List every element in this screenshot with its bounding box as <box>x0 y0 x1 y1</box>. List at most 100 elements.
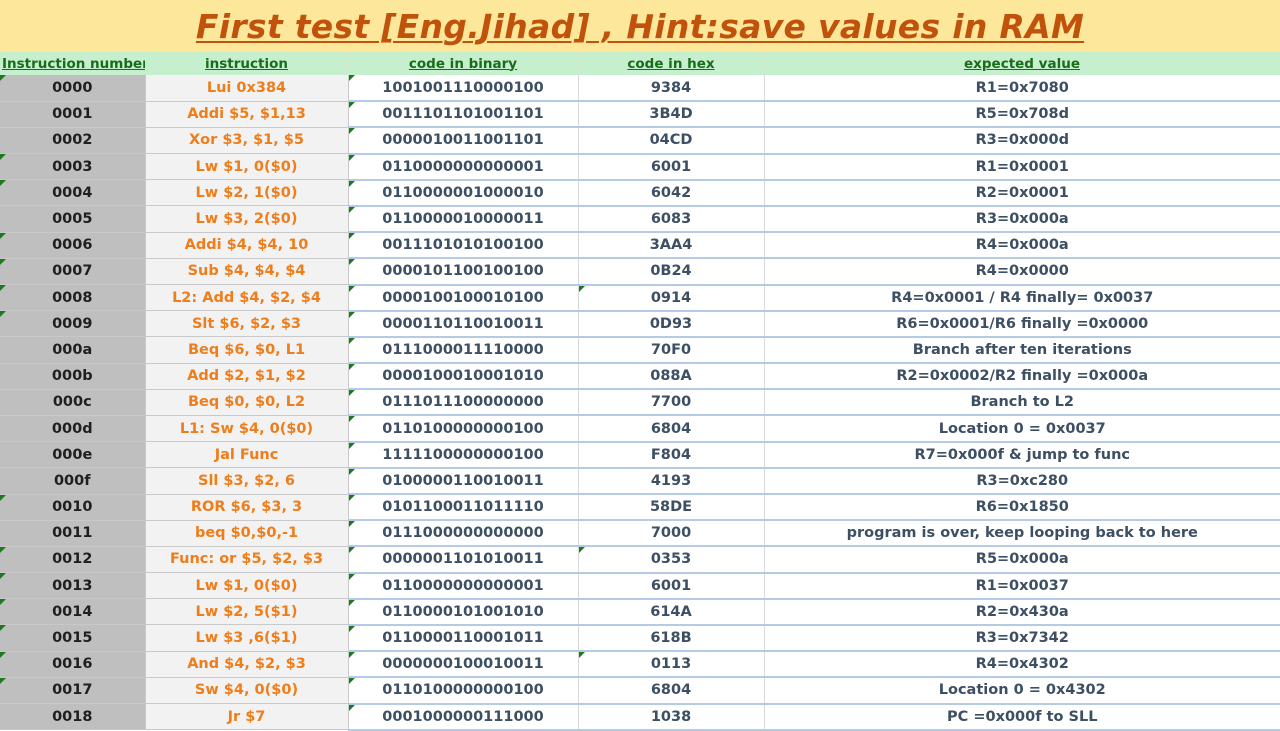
instruction-number-cell[interactable]: 0013 <box>0 572 145 600</box>
expected-value-cell[interactable]: R1=0x7080 <box>764 75 1280 103</box>
header-instruction-number[interactable]: Instruction number <box>0 52 146 75</box>
hex-code-cell[interactable]: 6804 <box>578 677 765 705</box>
hex-code-cell[interactable]: 04CD <box>578 127 765 155</box>
instruction-cell[interactable]: Jr $7 <box>144 703 349 731</box>
expected-value-cell[interactable]: PC =0x000f to SLL <box>764 703 1280 731</box>
binary-code-cell[interactable]: 0000100100010100 <box>348 284 579 312</box>
binary-code-cell[interactable]: 0110000000000001 <box>348 572 579 600</box>
binary-code-cell[interactable]: 0111000000000000 <box>348 520 579 548</box>
instruction-cell[interactable]: Sll $3, $2, 6 <box>144 467 349 495</box>
hex-code-cell[interactable]: 6001 <box>578 572 765 600</box>
instruction-cell[interactable]: Lui 0x384 <box>144 75 349 102</box>
instruction-cell[interactable]: Sw $4, 0($0) <box>144 677 349 705</box>
expected-value-cell[interactable]: R4=0x0000 <box>764 258 1280 286</box>
instruction-number-cell[interactable]: 0016 <box>0 651 145 678</box>
expected-value-cell[interactable]: program is over, keep looping back to he… <box>764 520 1280 548</box>
hex-code-cell[interactable]: 088A <box>578 363 765 391</box>
instruction-cell[interactable]: Lw $3 ,6($1) <box>144 624 349 652</box>
binary-code-cell[interactable]: 0001000000111000 <box>348 703 579 731</box>
binary-code-cell[interactable]: 0110100000000100 <box>348 415 579 443</box>
hex-code-cell[interactable]: 3B4D <box>578 101 765 129</box>
instruction-number-cell[interactable]: 0009 <box>0 310 145 338</box>
binary-code-cell[interactable]: 1001001110000100 <box>348 75 579 103</box>
expected-value-cell[interactable]: R5=0x708d <box>764 101 1280 129</box>
hex-code-cell[interactable]: 614A <box>578 598 765 626</box>
instruction-cell[interactable]: Lw $2, 1($0) <box>144 179 349 207</box>
instruction-number-cell[interactable]: 000d <box>0 415 145 443</box>
hex-code-cell[interactable]: 0914 <box>578 284 765 312</box>
expected-value-cell[interactable]: R6=0x0001/R6 finally =0x0000 <box>764 310 1280 338</box>
instruction-number-cell[interactable]: 0014 <box>0 598 145 626</box>
instruction-cell[interactable]: Slt $6, $2, $3 <box>144 310 349 338</box>
instruction-cell[interactable]: Lw $2, 5($1) <box>144 598 349 626</box>
binary-code-cell[interactable]: 0000110110010011 <box>348 310 579 338</box>
hex-code-cell[interactable]: 0113 <box>578 651 765 679</box>
instruction-cell[interactable]: Add $2, $1, $2 <box>144 363 349 390</box>
expected-value-cell[interactable]: Location 0 = 0x4302 <box>764 677 1280 705</box>
instruction-cell[interactable]: Sub $4, $4, $4 <box>144 258 349 286</box>
binary-code-cell[interactable]: 0110000110001011 <box>348 624 579 653</box>
expected-value-cell[interactable]: Branch to L2 <box>764 389 1280 417</box>
hex-code-cell[interactable]: 7000 <box>578 520 765 548</box>
instruction-cell[interactable]: Beq $6, $0, L1 <box>144 336 349 364</box>
expected-value-cell[interactable]: R4=0x4302 <box>764 651 1280 679</box>
instruction-number-cell[interactable]: 0004 <box>0 179 145 207</box>
instruction-number-cell[interactable]: 000f <box>0 467 145 495</box>
binary-code-cell[interactable]: 0110000001000010 <box>348 179 579 207</box>
instruction-cell[interactable]: Beq $0, $0, L2 <box>144 389 349 416</box>
expected-value-cell[interactable]: R4=0x000a <box>764 232 1280 260</box>
instruction-number-cell[interactable]: 0018 <box>0 703 145 731</box>
instruction-cell[interactable]: Addi $4, $4, 10 <box>144 232 349 259</box>
instruction-number-cell[interactable]: 0010 <box>0 494 145 521</box>
hex-code-cell[interactable]: 58DE <box>578 494 765 522</box>
hex-code-cell[interactable]: F804 <box>578 441 765 469</box>
expected-value-cell[interactable]: R6=0x1850 <box>764 494 1280 522</box>
hex-code-cell[interactable]: 70F0 <box>578 336 765 365</box>
instruction-number-cell[interactable]: 000b <box>0 363 145 390</box>
binary-code-cell[interactable]: 0111000011110000 <box>348 336 579 365</box>
instruction-cell[interactable]: And $4, $2, $3 <box>144 651 349 678</box>
binary-code-cell[interactable]: 0110000010000011 <box>348 205 579 234</box>
header-instruction[interactable]: instruction <box>145 52 349 75</box>
binary-code-cell[interactable]: 0111011100000000 <box>348 389 579 417</box>
binary-code-cell[interactable]: 0100000110010011 <box>348 467 579 496</box>
instruction-number-cell[interactable]: 0017 <box>0 677 145 705</box>
hex-code-cell[interactable]: 0B24 <box>578 258 765 286</box>
binary-code-cell[interactable]: 0011101101001101 <box>348 101 579 129</box>
instruction-number-cell[interactable]: 0001 <box>0 101 145 128</box>
instruction-number-cell[interactable]: 0015 <box>0 624 145 652</box>
instruction-number-cell[interactable]: 0005 <box>0 205 145 233</box>
instruction-number-cell[interactable]: 000e <box>0 441 145 469</box>
expected-value-cell[interactable]: R4=0x0001 / R4 finally= 0x0037 <box>764 284 1280 312</box>
hex-code-cell[interactable]: 3AA4 <box>578 232 765 260</box>
binary-code-cell[interactable]: 0000000100010011 <box>348 651 579 679</box>
hex-code-cell[interactable]: 0353 <box>578 546 765 574</box>
expected-value-cell[interactable]: R3=0xc280 <box>764 467 1280 496</box>
binary-code-cell[interactable]: 0000100010001010 <box>348 363 579 391</box>
hex-code-cell[interactable]: 9384 <box>578 75 765 103</box>
binary-code-cell[interactable]: 0000001101010011 <box>348 546 579 574</box>
instruction-cell[interactable]: Jal Func <box>144 441 349 469</box>
expected-value-cell[interactable]: R1=0x0037 <box>764 572 1280 600</box>
instruction-cell[interactable]: Addi $5, $1,13 <box>144 101 349 128</box>
instruction-number-cell[interactable]: 0003 <box>0 153 145 181</box>
hex-code-cell[interactable]: 4193 <box>578 467 765 496</box>
hex-code-cell[interactable]: 6001 <box>578 153 765 181</box>
hex-code-cell[interactable]: 1038 <box>578 703 765 731</box>
instruction-number-cell[interactable]: 000c <box>0 389 145 416</box>
hex-code-cell[interactable]: 618B <box>578 624 765 653</box>
binary-code-cell[interactable]: 0000101100100100 <box>348 258 579 286</box>
binary-code-cell[interactable]: 1111100000000100 <box>348 441 579 469</box>
instruction-cell[interactable]: Xor $3, $1, $5 <box>144 127 349 155</box>
hex-code-cell[interactable]: 0D93 <box>578 310 765 338</box>
instruction-number-cell[interactable]: 0008 <box>0 284 145 312</box>
hex-code-cell[interactable]: 6042 <box>578 179 765 207</box>
expected-value-cell[interactable]: Location 0 = 0x0037 <box>764 415 1280 443</box>
expected-value-cell[interactable]: Branch after ten iterations <box>764 336 1280 365</box>
instruction-number-cell[interactable]: 0011 <box>0 520 145 547</box>
instruction-cell[interactable]: Lw $1, 0($0) <box>144 572 349 600</box>
header-expected-value[interactable]: expected value <box>764 52 1280 75</box>
instruction-cell[interactable]: Func: or $5, $2, $3 <box>144 546 349 574</box>
instruction-cell[interactable]: Lw $1, 0($0) <box>144 153 349 181</box>
instruction-cell[interactable]: ROR $6, $3, 3 <box>144 494 349 521</box>
